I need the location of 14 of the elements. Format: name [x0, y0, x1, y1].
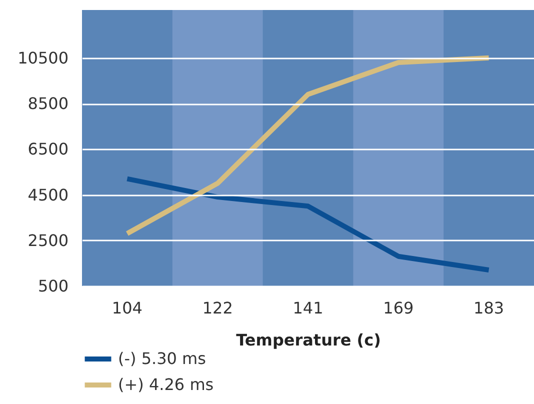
legend-label: (-) 5.30 ms — [118, 349, 206, 368]
x-axis-title: Temperature (c) — [236, 330, 381, 350]
x-tick-label: 141 — [292, 298, 324, 318]
y-tick-label: 10500 — [18, 48, 68, 68]
y-tick-label: 6500 — [28, 140, 68, 159]
legend-label: (+) 4.26 ms — [118, 375, 214, 394]
x-tick-label: 183 — [474, 298, 504, 318]
y-tick-label: 8500 — [28, 94, 68, 114]
x-tick-label: 122 — [202, 298, 233, 318]
x-tick-label: 104 — [112, 298, 142, 318]
y-tick-label: 4500 — [28, 185, 68, 204]
y-tick-label: 500 — [38, 276, 68, 296]
y-tick-label: 2500 — [28, 230, 68, 250]
x-tick-label: 169 — [383, 298, 414, 318]
